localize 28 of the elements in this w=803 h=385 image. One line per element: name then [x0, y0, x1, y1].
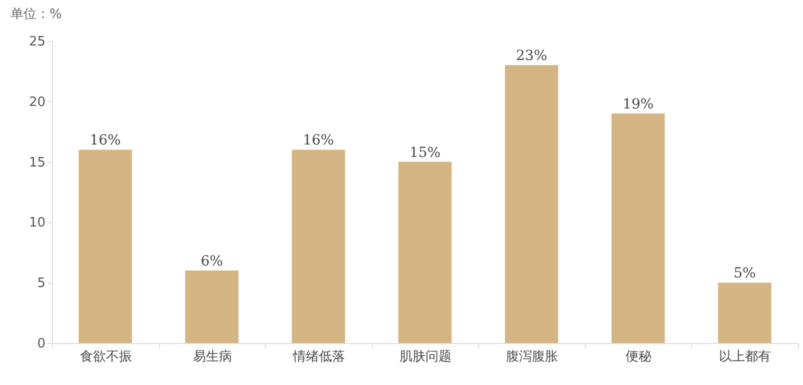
data-label: 15% [409, 144, 441, 161]
data-label: 16% [90, 132, 121, 149]
data-label: 6% [200, 254, 223, 270]
x-tick-label: 情绪低落 [292, 350, 345, 364]
bar [185, 270, 238, 343]
y-axis-title: 单位：% [10, 7, 62, 22]
data-label: 23% [516, 48, 548, 64]
bar [292, 150, 346, 343]
bar [612, 113, 665, 343]
y-tick-label: 10 [28, 216, 46, 231]
data-label: 16% [302, 132, 334, 149]
x-tick-label: 腹泻腹胀 [506, 350, 558, 364]
x-tick-label: 肌肤问题 [400, 350, 452, 364]
data-label: 19% [622, 96, 654, 112]
x-tick-label: 易生病 [192, 350, 232, 364]
y-tick-label: 20 [28, 94, 46, 110]
data-label: 5% [734, 266, 756, 282]
x-tick-label: 便秘 [626, 350, 652, 364]
x-tick-label: 食欲不振 [80, 350, 132, 364]
y-tick-label: 25 [28, 34, 46, 50]
bar [78, 150, 132, 343]
bar [398, 162, 452, 343]
bar [504, 65, 558, 343]
y-tick-label: 0 [37, 336, 46, 352]
bar [718, 282, 772, 343]
x-tick-label: 以上都有 [719, 350, 772, 364]
y-tick-label: 15 [28, 155, 46, 170]
y-tick-label: 5 [37, 276, 46, 292]
